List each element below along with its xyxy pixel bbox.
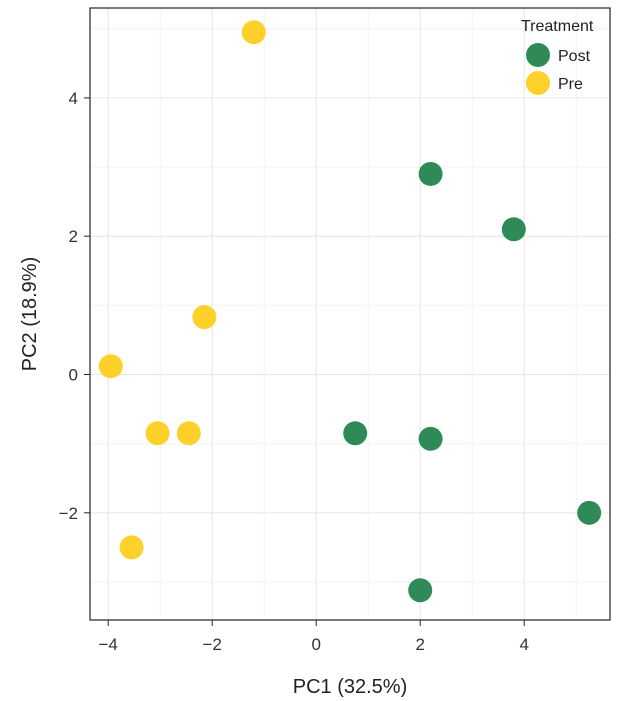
y-tick-label: 4 bbox=[69, 89, 78, 108]
series-pre bbox=[98, 20, 266, 560]
legend-swatch-pre bbox=[526, 71, 550, 95]
y-axis-title: PC2 (18.9%) bbox=[19, 257, 41, 372]
x-axis-ticks: −4 −2 0 2 4 bbox=[99, 620, 529, 654]
data-point-pre bbox=[98, 354, 123, 379]
legend-label-pre: Pre bbox=[558, 76, 583, 93]
data-point-pre bbox=[119, 535, 144, 560]
data-point-post bbox=[577, 500, 602, 525]
data-point-pre bbox=[145, 421, 170, 446]
data-point-post bbox=[418, 161, 443, 186]
y-tick-label: 2 bbox=[69, 227, 78, 246]
x-axis-title: PC1 (32.5%) bbox=[293, 676, 408, 698]
data-point-post bbox=[501, 217, 526, 242]
grid-lines bbox=[90, 8, 610, 620]
data-point-pre bbox=[176, 421, 201, 446]
x-tick-label: −2 bbox=[203, 635, 222, 654]
x-tick-label: −4 bbox=[99, 635, 118, 654]
x-tick-label: 0 bbox=[311, 635, 320, 654]
data-point-pre bbox=[241, 20, 266, 45]
x-tick-label: 4 bbox=[519, 635, 528, 654]
legend-title: Treatment bbox=[521, 18, 594, 35]
legend-label-post: Post bbox=[558, 48, 591, 65]
legend-swatch-post bbox=[526, 43, 550, 67]
y-tick-label: −2 bbox=[59, 504, 78, 523]
data-point-post bbox=[343, 421, 368, 446]
y-tick-label: 0 bbox=[69, 366, 78, 385]
legend: Treatment Post Pre bbox=[521, 18, 594, 95]
data-point-post bbox=[418, 426, 443, 451]
series-post bbox=[343, 161, 602, 603]
x-tick-label: 2 bbox=[415, 635, 424, 654]
plot-panel-border bbox=[89, 7, 611, 621]
data-points bbox=[98, 20, 602, 603]
data-point-post bbox=[408, 578, 433, 603]
data-point-pre bbox=[192, 305, 217, 330]
y-axis-ticks: −2 0 2 4 bbox=[59, 89, 90, 523]
